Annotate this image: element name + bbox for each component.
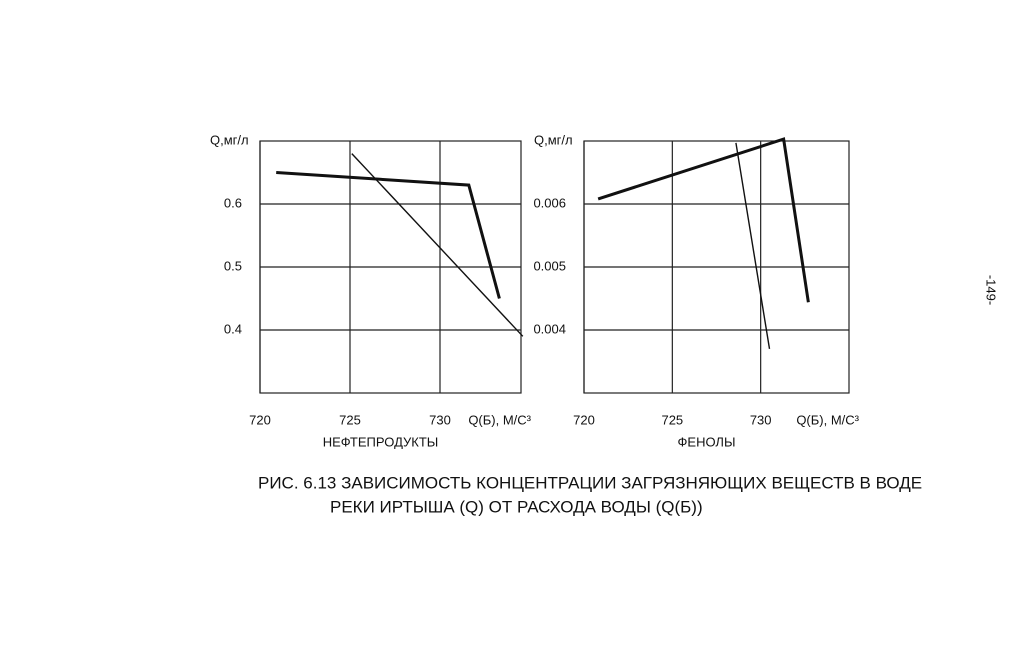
- data-line: [276, 171, 501, 299]
- x-tick-label: 730: [750, 412, 772, 427]
- y-tick-label: 0.5: [224, 258, 242, 273]
- x-tick-label: 725: [339, 412, 361, 427]
- y-tick-label: 0.6: [224, 195, 242, 210]
- chart-title: ФЕНОЛЫ: [678, 434, 736, 449]
- y-tick-label: 0.004: [533, 321, 566, 336]
- chart-title: НЕФТЕПРОДУКТЫ: [323, 434, 439, 449]
- x-axis-label: Q(Б), М/С³: [468, 412, 531, 427]
- x-tick-label: 725: [661, 412, 683, 427]
- caption-line: РИС. 6.13 ЗАВИСИМОСТЬ КОНЦЕНТРАЦИИ ЗАГРЯ…: [258, 473, 922, 492]
- x-tick-label: 730: [429, 412, 451, 427]
- y-tick-label: 0.005: [533, 258, 566, 273]
- y-axis-label: Q,мг/л: [534, 132, 573, 147]
- y-tick-label: 0.006: [533, 195, 566, 210]
- y-tick-label: 0.4: [224, 321, 242, 336]
- caption-line: РЕКИ ИРТЫША (Q) ОТ РАСХОДА ВОДЫ (Q(Б)): [330, 497, 703, 516]
- y-axis-label: Q,мг/л: [210, 132, 249, 147]
- page-number: -149-: [984, 275, 999, 305]
- data-line: [735, 142, 771, 350]
- x-axis-label: Q(Б), М/С³: [796, 412, 859, 427]
- x-tick-label: 720: [573, 412, 595, 427]
- x-tick-label: 720: [249, 412, 271, 427]
- data-line: [597, 137, 810, 303]
- data-line: [351, 153, 524, 337]
